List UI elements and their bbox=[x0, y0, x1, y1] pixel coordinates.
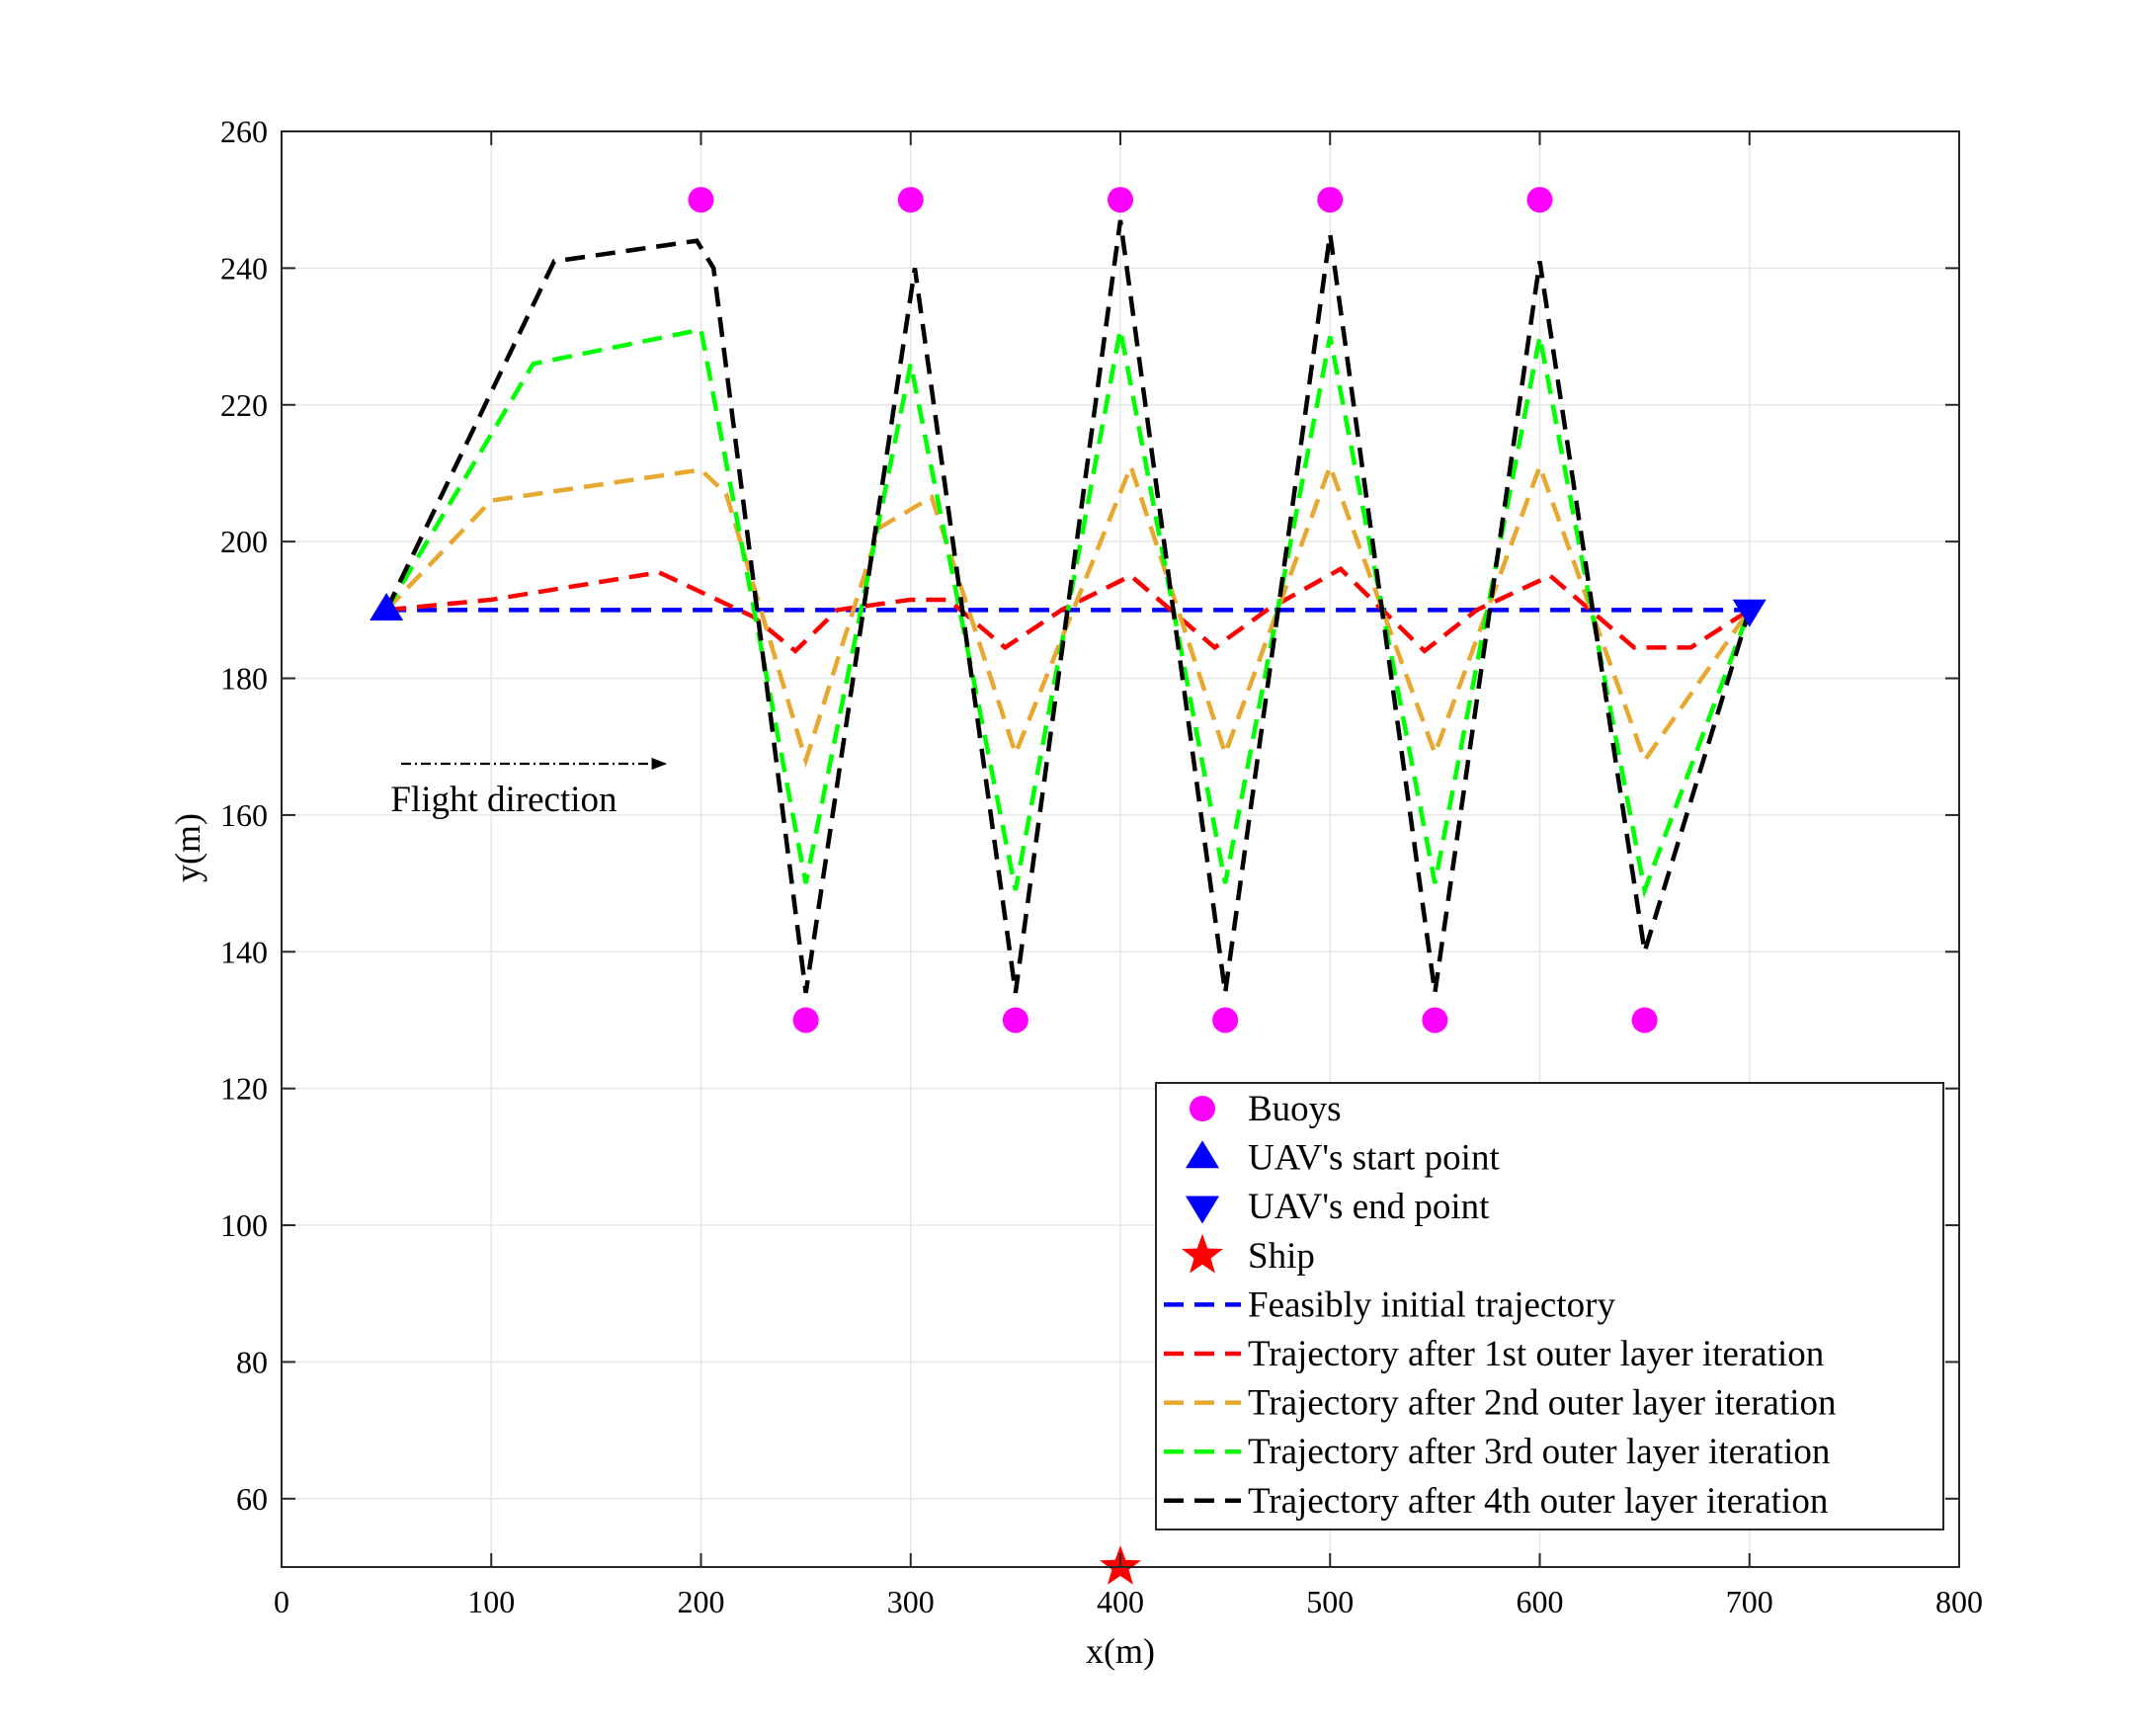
buoys-marker bbox=[1422, 1007, 1448, 1033]
uav-s-start-point-marker bbox=[370, 592, 404, 620]
legend: Buoys UAV's start point UAV's end point Shi… bbox=[1155, 1082, 1944, 1530]
legend-item-trajectory-after-3rd-outer-layer-iteration: Trajectory after 3rd outer layer iterati… bbox=[1164, 1432, 1830, 1472]
x-tick-label: 600 bbox=[1517, 1584, 1564, 1619]
y-axis-label: y(m) bbox=[168, 813, 207, 882]
series-trajectory-after-2nd-outer-layer-iteration bbox=[384, 459, 1752, 769]
x-tick-label: 700 bbox=[1726, 1584, 1773, 1619]
flight-direction-label: Flight direction bbox=[390, 780, 616, 820]
buoys-marker bbox=[1212, 1007, 1239, 1033]
x-axis-label: x(m) bbox=[1086, 1631, 1155, 1671]
legend-label: Buoys bbox=[1248, 1089, 1342, 1129]
y-tick-label: 200 bbox=[220, 524, 268, 559]
y-tick-label: 120 bbox=[220, 1071, 268, 1107]
uav-s-end-point-marker bbox=[1732, 599, 1767, 627]
x-tick-label: 500 bbox=[1306, 1584, 1354, 1619]
y-tick-label: 160 bbox=[220, 797, 268, 833]
legend-label: Trajectory after 4th outer layer iterati… bbox=[1248, 1481, 1828, 1522]
buoys-marker bbox=[1108, 187, 1133, 213]
uav-s-end-point-legend-swatch bbox=[1186, 1196, 1219, 1224]
legend-item-uav-s-start-point: UAV's start point bbox=[1186, 1138, 1500, 1179]
legend-label: Feasibly initial trajectory bbox=[1248, 1284, 1615, 1325]
legend-label: UAV's start point bbox=[1248, 1138, 1500, 1179]
legend-item-trajectory-after-1st-outer-layer-iteration: Trajectory after 1st outer layer iterati… bbox=[1164, 1334, 1824, 1374]
buoys-marker bbox=[1631, 1007, 1658, 1033]
uav-s-start-point-legend-swatch bbox=[1186, 1140, 1219, 1169]
buoys-marker bbox=[792, 1007, 819, 1033]
buoys-marker bbox=[1526, 187, 1553, 213]
x-tick-label: 0 bbox=[274, 1584, 289, 1619]
x-tick-label: 300 bbox=[887, 1584, 935, 1619]
legend-label: Trajectory after 2nd outer layer iterati… bbox=[1248, 1383, 1837, 1424]
y-tick-label: 140 bbox=[220, 934, 268, 969]
legend-label: Trajectory after 1st outer layer iterati… bbox=[1248, 1334, 1824, 1374]
legend-box bbox=[1155, 1082, 1944, 1530]
buoys-marker bbox=[897, 187, 924, 213]
tick-layer: 0 100 200 300 400 500 600 700 800 60 80 100 120 140 16… bbox=[220, 114, 1983, 1619]
legend-item-trajectory-after-4th-outer-layer-iteration: Trajectory after 4th outer layer iterati… bbox=[1164, 1481, 1828, 1522]
ship-legend-swatch bbox=[1182, 1233, 1223, 1274]
legend-label: UAV's end point bbox=[1248, 1187, 1490, 1227]
x-tick-label: 400 bbox=[1097, 1584, 1144, 1619]
legend-item-ship: Ship bbox=[1182, 1233, 1315, 1277]
x-tick-label: 100 bbox=[467, 1584, 515, 1619]
y-tick-label: 180 bbox=[220, 661, 268, 697]
buoys-marker bbox=[688, 187, 714, 213]
series-trajectory-after-4th-outer-layer-iteration bbox=[384, 219, 1752, 994]
y-tick-label: 260 bbox=[220, 114, 268, 149]
x-tick-label: 200 bbox=[678, 1584, 725, 1619]
y-tick-label: 80 bbox=[236, 1344, 268, 1379]
y-tick-label: 60 bbox=[236, 1481, 268, 1517]
marker-layer bbox=[370, 187, 1767, 1585]
y-tick-label: 220 bbox=[220, 387, 268, 423]
legend-item-buoys: Buoys bbox=[1190, 1089, 1342, 1129]
buoys-marker bbox=[1002, 1007, 1028, 1033]
buoys-legend-swatch bbox=[1190, 1096, 1215, 1121]
series-trajectory-after-1st-outer-layer-iteration bbox=[385, 566, 1751, 654]
y-tick-label: 240 bbox=[220, 250, 268, 286]
series-layer bbox=[384, 219, 1752, 994]
legend-item-uav-s-end-point: UAV's end point bbox=[1186, 1187, 1490, 1227]
legend-item-trajectory-after-2nd-outer-layer-iteration: Trajectory after 2nd outer layer iterati… bbox=[1164, 1383, 1837, 1424]
annotation-layer: Flight direction bbox=[390, 757, 667, 820]
x-tick-label: 800 bbox=[1935, 1584, 1983, 1619]
y-tick-label: 100 bbox=[220, 1207, 268, 1243]
legend-label: Trajectory after 3rd outer layer iterati… bbox=[1248, 1432, 1830, 1472]
buoys-marker bbox=[1317, 187, 1344, 213]
legend-label: Ship bbox=[1248, 1236, 1315, 1277]
legend-item-feasibly-initial-trajectory: Feasibly initial trajectory bbox=[1164, 1284, 1615, 1325]
